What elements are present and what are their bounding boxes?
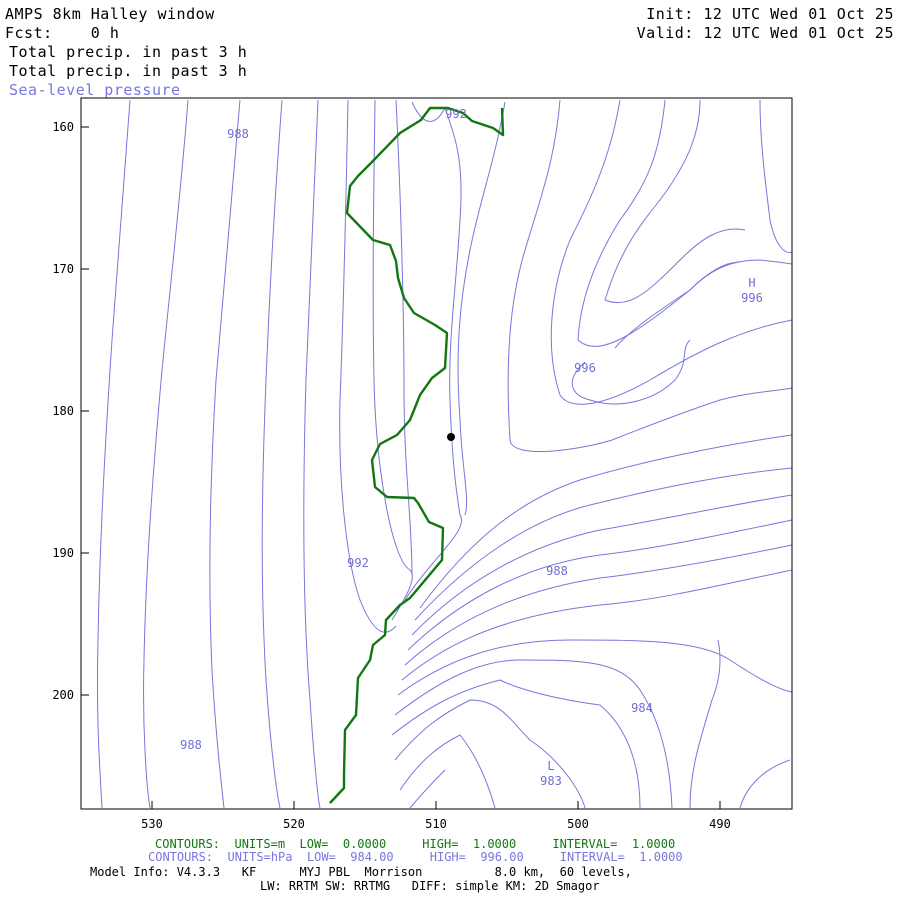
isobar <box>604 99 746 304</box>
valid-time: Valid: 12 UTC Wed 01 Oct 25 <box>636 24 894 42</box>
isobar <box>404 101 463 601</box>
isobar <box>303 99 321 809</box>
field-label-2: Total precip. in past 3 h <box>9 62 248 80</box>
contour-labels: 988 992 H 996 996 992 988 988 984 L 983 <box>180 107 763 788</box>
station-marker <box>447 433 455 441</box>
isobar <box>261 99 283 809</box>
contour-label-988: 988 <box>180 738 202 752</box>
isobar <box>507 99 792 453</box>
isobar <box>572 339 691 405</box>
y-tick-label: 190 <box>52 546 74 560</box>
low-pressure-value: 983 <box>540 774 562 788</box>
pressure-contours <box>96 99 792 809</box>
precip-contour <box>329 106 505 804</box>
isobar <box>689 639 721 809</box>
isobar <box>614 261 741 349</box>
isobar <box>411 494 792 636</box>
isobar <box>419 434 792 609</box>
isobar <box>397 639 792 696</box>
x-tick-label: 490 <box>709 817 731 831</box>
field-label-1: Total precip. in past 3 h <box>9 43 248 61</box>
contour-label-988: 988 <box>227 127 249 141</box>
isobar <box>394 699 586 809</box>
isobar <box>395 99 413 576</box>
high-pressure-marker: H <box>748 276 755 290</box>
isobar <box>457 101 506 516</box>
x-tick-label: 510 <box>425 817 447 831</box>
y-tick-label: 200 <box>52 688 74 702</box>
isobar <box>96 99 131 809</box>
contour-label-988: 988 <box>546 564 568 578</box>
x-tick-label: 530 <box>141 817 163 831</box>
x-axis-labels: 530 520 510 500 490 <box>141 817 731 831</box>
isobar <box>759 99 792 254</box>
contour-label-992: 992 <box>347 556 369 570</box>
init-time: Init: 12 UTC Wed 01 Oct 25 <box>646 5 894 23</box>
isobar <box>391 679 641 809</box>
axis-ticks <box>81 126 721 809</box>
model-info: Model Info: V4.3.3 KF MYJ PBL Morrison 8… <box>90 865 632 879</box>
isobar <box>739 759 791 809</box>
fcst-label: Fcst: <box>5 24 53 42</box>
isobar <box>550 99 792 405</box>
y-tick-label: 180 <box>52 404 74 418</box>
isobar <box>414 467 792 621</box>
precip-contour-info: CONTOURS: UNITS=m LOW= 0.0000 HIGH= 1.00… <box>155 837 676 851</box>
isobar <box>577 99 792 347</box>
forecast-hour: Fcst: 0 h <box>5 24 119 42</box>
low-pressure-marker: L <box>547 759 554 773</box>
isobar <box>399 734 496 809</box>
y-tick-label: 170 <box>52 262 74 276</box>
y-tick-label: 160 <box>52 120 74 134</box>
precip-contour-line <box>329 106 505 804</box>
fcst-value: 0 h <box>90 24 120 42</box>
isobar <box>339 99 397 633</box>
isobar <box>143 99 189 809</box>
pressure-contour-info: CONTOURS: UNITS=hPa LOW= 984.00 HIGH= 99… <box>148 850 683 864</box>
isobar <box>401 569 792 681</box>
model-info-physics: LW: RRTM SW: RRTMG DIFF: simple KM: 2D S… <box>260 879 600 893</box>
isobar <box>209 99 241 809</box>
contour-label-984: 984 <box>631 701 653 715</box>
isobar <box>407 519 792 651</box>
isobar <box>394 659 673 809</box>
x-tick-label: 520 <box>283 817 305 831</box>
x-tick-label: 500 <box>567 817 589 831</box>
contour-label-996: 996 <box>574 361 596 375</box>
isobar <box>404 544 792 666</box>
isobar <box>372 99 413 621</box>
high-pressure-value: 996 <box>741 291 763 305</box>
y-axis-labels: 160 170 180 190 200 <box>52 120 74 702</box>
contour-label-992: 992 <box>445 107 467 121</box>
isobar <box>409 769 446 809</box>
field-label-3: Sea-level pressure <box>9 81 181 99</box>
map-title: AMPS 8km Halley window <box>5 5 215 23</box>
